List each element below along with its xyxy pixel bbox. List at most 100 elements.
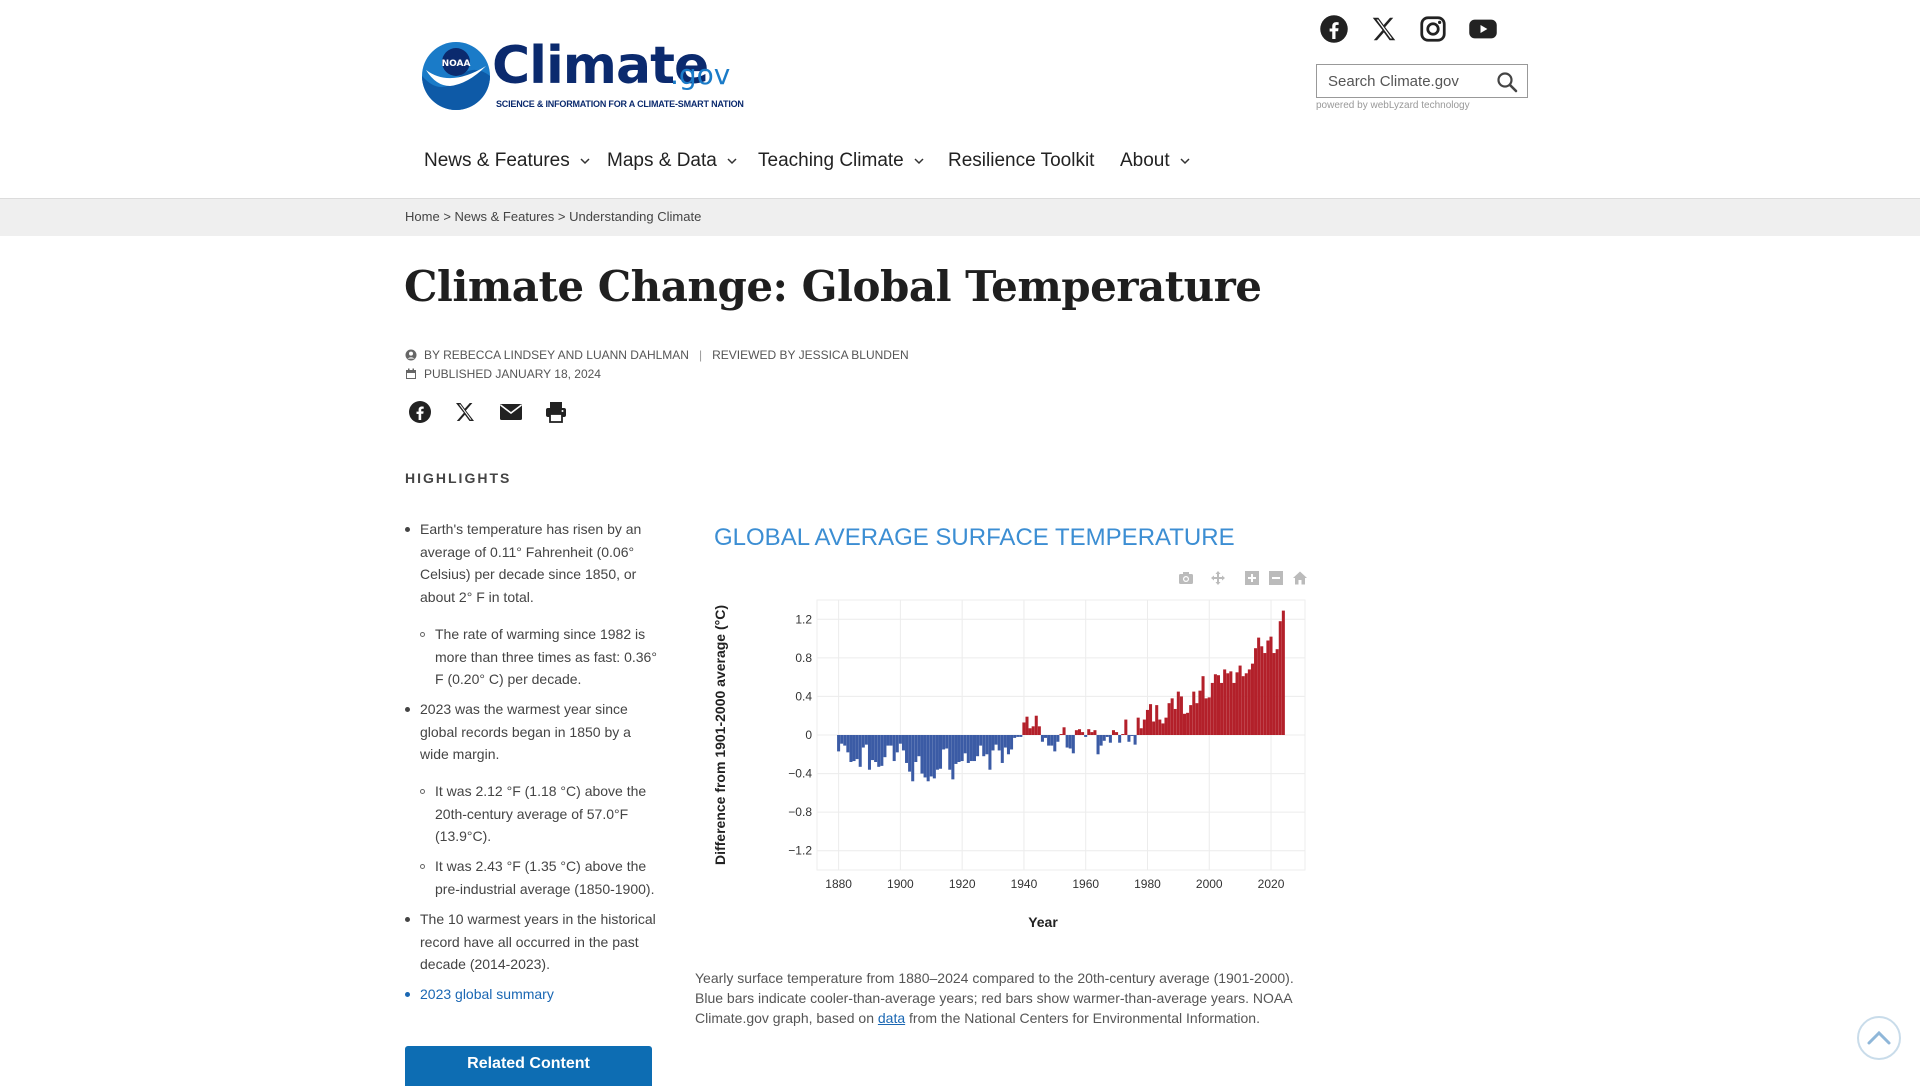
bar-1918	[954, 735, 958, 764]
nav-label: Teaching Climate	[758, 150, 904, 171]
bar-2024	[1281, 610, 1285, 735]
youtube-icon[interactable]	[1468, 14, 1498, 46]
bar-1932	[997, 735, 1001, 751]
instagram-icon[interactable]	[1418, 14, 1448, 46]
bar-1961	[1087, 729, 1091, 735]
highlight-subitem: It was 2.43 °F (1.35 °C) above the pre-i…	[420, 855, 660, 900]
bar-1915	[945, 735, 949, 749]
bar-1942	[1028, 728, 1032, 735]
bar-2015	[1254, 648, 1258, 735]
search-input[interactable]	[1318, 66, 1508, 96]
bar-1888	[861, 735, 865, 748]
bar-1943	[1031, 726, 1035, 735]
published-date: PUBLISHED JANUARY 18, 2024	[424, 367, 601, 381]
bar-2012	[1244, 673, 1248, 735]
home-icon[interactable]	[1292, 570, 1308, 586]
reviewed-by: REVIEWED BY JESSICA BLUNDEN	[712, 348, 909, 362]
bar-2003	[1216, 675, 1220, 735]
bar-2006	[1226, 673, 1230, 735]
bar-1913	[939, 735, 943, 769]
bar-1964	[1096, 735, 1100, 755]
pan-icon[interactable]	[1210, 570, 1226, 586]
x-tick-label: 2020	[1258, 877, 1285, 891]
bar-1979	[1142, 719, 1146, 735]
bar-1891	[871, 735, 875, 761]
y-tick-label: 0.8	[795, 651, 812, 665]
share-email-icon[interactable]	[499, 400, 523, 426]
breadcrumb-understanding-climate[interactable]: Understanding Climate	[569, 209, 702, 224]
powered-by-text: powered by webLyzard technology	[1316, 100, 1470, 111]
highlight-text: The rate of warming since 1982 is more t…	[435, 626, 657, 687]
y-tick-label: −0.8	[788, 805, 812, 819]
breadcrumb-news-features[interactable]: News & Features	[454, 209, 555, 224]
y-axis-label: Difference from 1901-2000 average (°C)	[712, 605, 728, 865]
bar-1896	[886, 735, 890, 746]
y-tick-label: 1.2	[795, 612, 812, 626]
temperature-bar-chart: 1.20.80.40−0.4−0.8−1.2 1880 1900 1920 1940 1…	[712, 599, 1306, 930]
bar-2007	[1229, 671, 1233, 735]
bar-1882	[843, 735, 847, 746]
nav-item-maps-data[interactable]: Maps & Data	[607, 150, 737, 172]
bar-1966	[1102, 735, 1106, 741]
bar-2011	[1241, 676, 1245, 735]
share-facebook-icon[interactable]	[408, 400, 432, 426]
bar-1963	[1093, 730, 1097, 735]
breadcrumb-separator: >	[443, 209, 451, 224]
search-icon[interactable]	[1495, 70, 1519, 94]
nav-item-resilience-toolkit[interactable]: Resilience Toolkit	[948, 150, 1094, 172]
highlight-item: 2023 global summary	[405, 983, 660, 1006]
related-content-button[interactable]: Related Content	[405, 1046, 652, 1086]
facebook-icon[interactable]	[1319, 14, 1349, 46]
breadcrumb-home[interactable]: Home	[405, 209, 440, 224]
zoom-in-icon[interactable]	[1244, 570, 1260, 586]
search-box	[1316, 64, 1528, 98]
x-tick-label: 1980	[1134, 877, 1161, 891]
bar-1899	[895, 735, 899, 753]
zoom-out-icon[interactable]	[1268, 570, 1284, 586]
bar-1934	[1003, 735, 1007, 748]
bar-1917	[951, 735, 955, 780]
back-to-top-button[interactable]	[1857, 1016, 1901, 1060]
camera-icon[interactable]	[1178, 570, 1194, 586]
nav-item-teaching-climate[interactable]: Teaching Climate	[758, 150, 924, 172]
share-x-icon[interactable]	[453, 400, 477, 426]
bar-1956	[1071, 735, 1075, 754]
bar-1893	[877, 735, 881, 767]
climate-gov-logo[interactable]: NOAA Climate .gov SCIENCE & INFORMATION …	[420, 36, 744, 118]
logo-badge-text: NOAA	[442, 59, 471, 69]
bullet-open-icon	[420, 789, 425, 794]
bar-2017	[1260, 646, 1264, 735]
print-icon[interactable]	[544, 400, 568, 426]
bar-1997	[1198, 690, 1202, 735]
bar-1981	[1149, 704, 1153, 735]
bar-1903	[908, 735, 912, 772]
bar-1922	[966, 735, 970, 763]
bar-1881	[840, 735, 844, 744]
noaa-emblem-icon: NOAA	[422, 42, 490, 110]
chart-title: GLOBAL AVERAGE SURFACE TEMPERATURE	[714, 524, 1235, 551]
breadcrumb-bar: Home > News & Features > Understanding C…	[0, 198, 1920, 236]
bar-1953	[1062, 727, 1066, 735]
bar-1884	[849, 735, 853, 762]
bar-1991	[1179, 696, 1183, 735]
caption-data-link[interactable]: data	[877, 1010, 906, 1026]
bar-2020	[1269, 636, 1273, 735]
highlight-item: The 10 warmest years in the historical r…	[405, 908, 660, 976]
bar-1982	[1152, 721, 1156, 735]
y-tick-label: 0	[805, 728, 812, 742]
bar-1926	[979, 735, 983, 746]
bar-1904	[911, 735, 915, 782]
bar-1987	[1167, 703, 1171, 735]
breadcrumb: Home > News & Features > Understanding C…	[405, 209, 701, 224]
bar-2013	[1247, 669, 1251, 735]
global-summary-link[interactable]: 2023 global summary	[420, 986, 554, 1002]
bar-2001	[1210, 682, 1214, 735]
nav-item-about[interactable]: About	[1120, 150, 1190, 172]
bar-1967	[1105, 735, 1109, 737]
nav-item-news-features[interactable]: News & Features	[424, 150, 590, 172]
x-icon[interactable]	[1369, 14, 1399, 46]
bar-1897	[889, 735, 893, 746]
bar-1954	[1065, 735, 1069, 748]
chart-caption: Yearly surface temperature from 1880–202…	[695, 968, 1325, 1028]
chevron-down-icon	[580, 158, 590, 165]
